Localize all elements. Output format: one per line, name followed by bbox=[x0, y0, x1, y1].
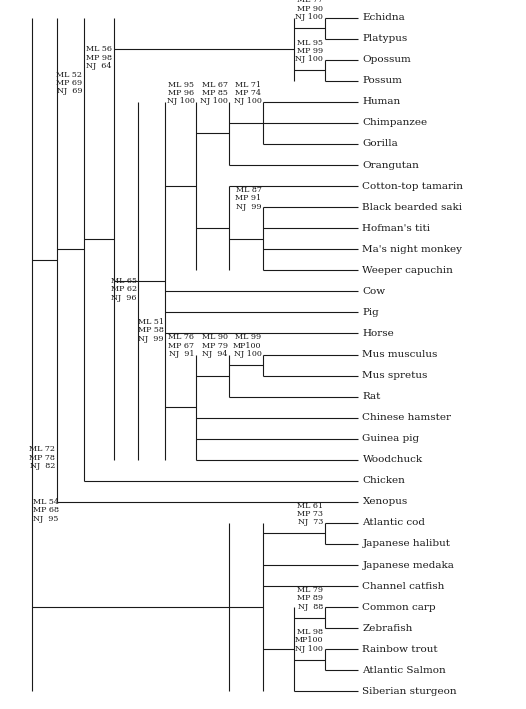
Text: Horse: Horse bbox=[362, 329, 394, 338]
Text: ML 79
MP 89
NJ  88: ML 79 MP 89 NJ 88 bbox=[297, 586, 323, 610]
Text: Atlantic cod: Atlantic cod bbox=[362, 518, 426, 527]
Text: Atlantic Salmon: Atlantic Salmon bbox=[362, 666, 446, 675]
Text: Possum: Possum bbox=[362, 77, 402, 85]
Text: ML 61
MP 73
NJ  73: ML 61 MP 73 NJ 73 bbox=[297, 502, 323, 526]
Text: Gorilla: Gorilla bbox=[362, 140, 398, 148]
Text: ML 76
MP 67
NJ  91: ML 76 MP 67 NJ 91 bbox=[168, 333, 195, 358]
Text: ML 95
MP 96
NJ 100: ML 95 MP 96 NJ 100 bbox=[167, 81, 195, 106]
Text: Chinese hamster: Chinese hamster bbox=[362, 413, 451, 422]
Text: ML 99
MP100
NJ 100: ML 99 MP100 NJ 100 bbox=[233, 333, 261, 358]
Text: Chimpanzee: Chimpanzee bbox=[362, 118, 428, 128]
Text: Opossum: Opossum bbox=[362, 55, 411, 65]
Text: ML 71
MP 74
NJ 100: ML 71 MP 74 NJ 100 bbox=[234, 81, 261, 106]
Text: Woodchuck: Woodchuck bbox=[362, 455, 422, 464]
Text: ML 56
MP 98
NJ  64: ML 56 MP 98 NJ 64 bbox=[86, 45, 112, 70]
Text: Chicken: Chicken bbox=[362, 476, 406, 486]
Text: Rat: Rat bbox=[362, 392, 381, 401]
Text: Hofman's titi: Hofman's titi bbox=[362, 223, 430, 233]
Text: ML 90
MP 79
NJ  94: ML 90 MP 79 NJ 94 bbox=[202, 333, 228, 358]
Text: Japanese halibut: Japanese halibut bbox=[362, 540, 450, 549]
Text: Black bearded saki: Black bearded saki bbox=[362, 203, 462, 211]
Text: Pig: Pig bbox=[362, 308, 379, 317]
Text: Siberian sturgeon: Siberian sturgeon bbox=[362, 687, 457, 696]
Text: Xenopus: Xenopus bbox=[362, 498, 408, 506]
Text: Japanese medaka: Japanese medaka bbox=[362, 561, 454, 569]
Text: ML 52
MP 69
NJ  69: ML 52 MP 69 NJ 69 bbox=[56, 71, 82, 95]
Text: Mus spretus: Mus spretus bbox=[362, 371, 428, 380]
Text: ML 51
MP 58
NJ  99: ML 51 MP 58 NJ 99 bbox=[137, 318, 164, 342]
Text: Guinea pig: Guinea pig bbox=[362, 434, 420, 443]
Text: ML 72
MP 78
NJ  82: ML 72 MP 78 NJ 82 bbox=[29, 445, 55, 470]
Text: Cow: Cow bbox=[362, 287, 386, 296]
Text: Rainbow trout: Rainbow trout bbox=[362, 644, 438, 654]
Text: ML 87
MP 91
NJ  99: ML 87 MP 91 NJ 99 bbox=[235, 186, 261, 211]
Text: Weeper capuchin: Weeper capuchin bbox=[362, 266, 453, 275]
Text: Human: Human bbox=[362, 97, 401, 106]
Text: ML 65
MP 62
NJ  96: ML 65 MP 62 NJ 96 bbox=[110, 277, 137, 301]
Text: Platypus: Platypus bbox=[362, 34, 408, 43]
Text: ML 54
MP 68
NJ  95: ML 54 MP 68 NJ 95 bbox=[33, 498, 59, 523]
Text: ML 95
MP 99
NJ 100: ML 95 MP 99 NJ 100 bbox=[296, 38, 323, 63]
Text: ML 67
MP 85
NJ 100: ML 67 MP 85 NJ 100 bbox=[200, 81, 228, 106]
Text: Cotton-top tamarin: Cotton-top tamarin bbox=[362, 182, 463, 191]
Text: Common carp: Common carp bbox=[362, 603, 436, 612]
Text: Ma's night monkey: Ma's night monkey bbox=[362, 245, 462, 254]
Text: Orangutan: Orangutan bbox=[362, 160, 419, 169]
Text: ML 77
MP 90
NJ 100: ML 77 MP 90 NJ 100 bbox=[296, 0, 323, 21]
Text: Zebrafish: Zebrafish bbox=[362, 624, 413, 632]
Text: Echidna: Echidna bbox=[362, 13, 405, 22]
Text: Channel catfish: Channel catfish bbox=[362, 581, 445, 591]
Text: ML 98
MP100
NJ 100: ML 98 MP100 NJ 100 bbox=[295, 628, 323, 653]
Text: Mus musculus: Mus musculus bbox=[362, 350, 438, 359]
